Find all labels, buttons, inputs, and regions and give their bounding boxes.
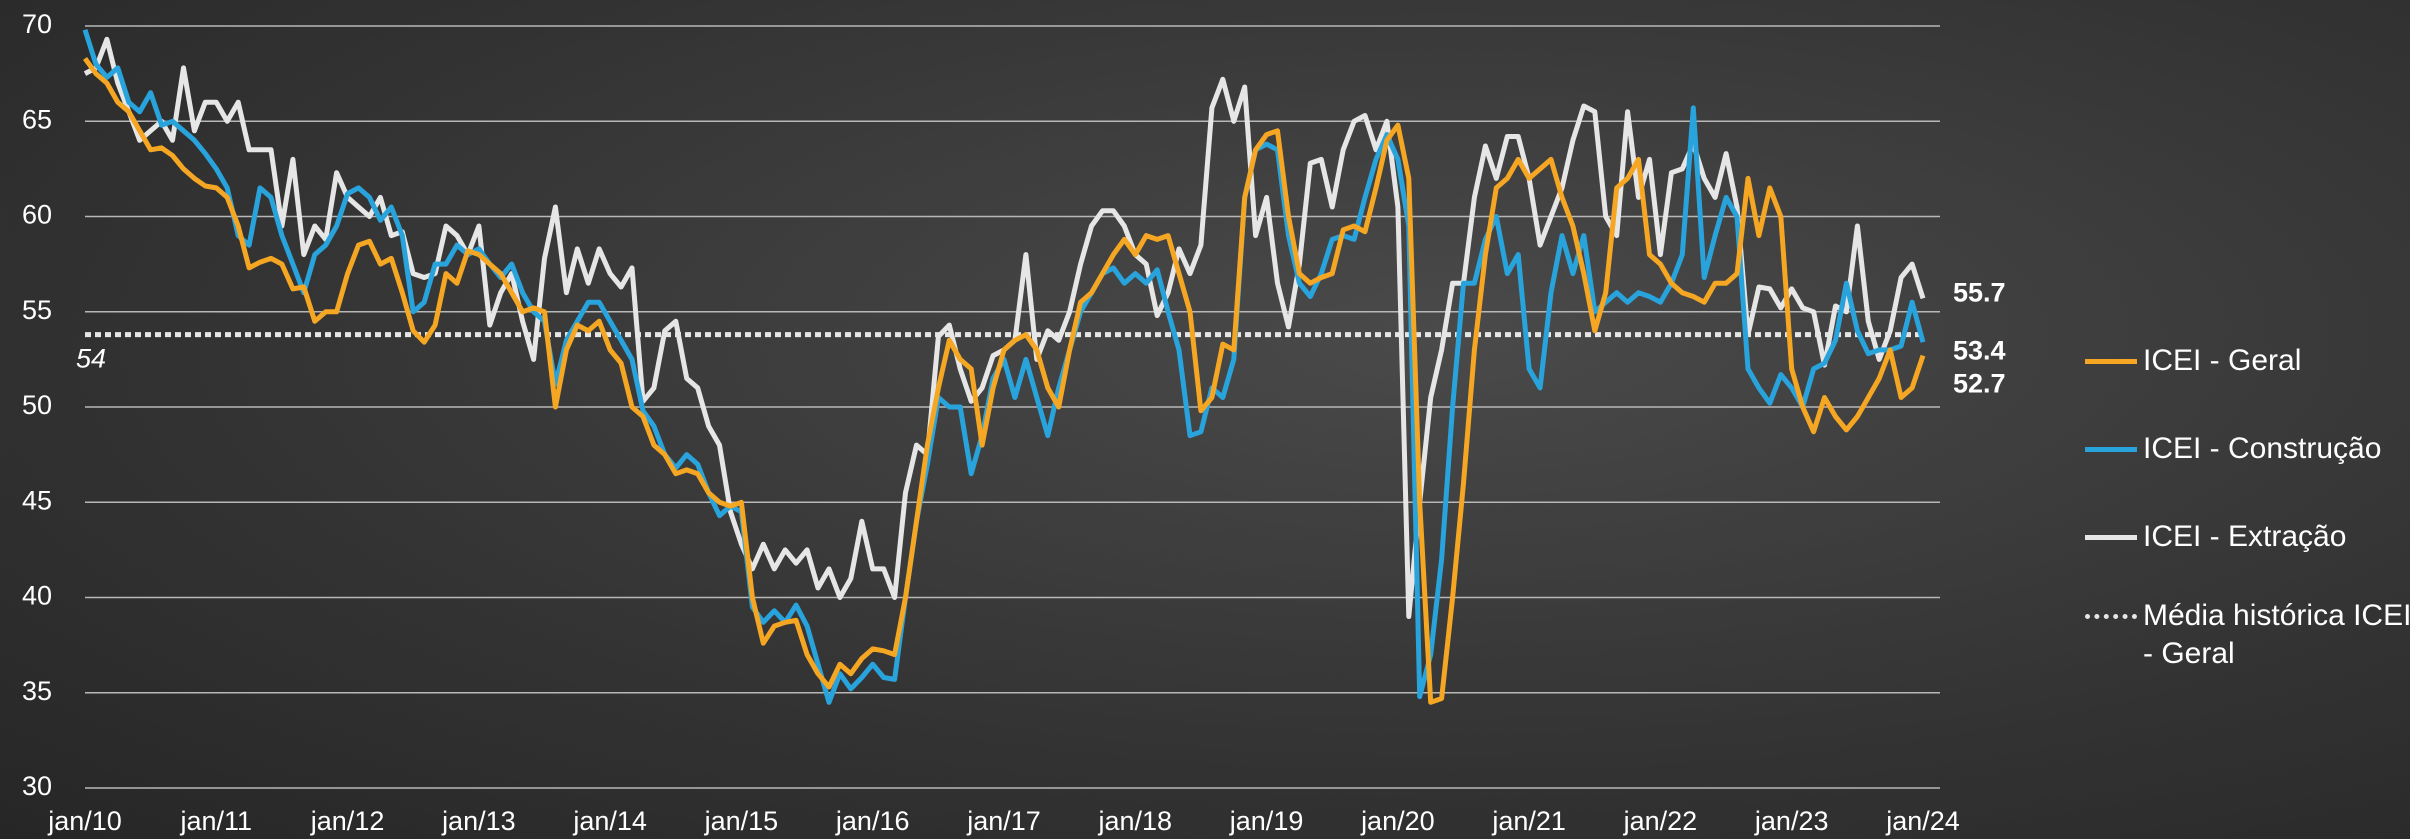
x-tick-label: jan/24 (1885, 806, 1960, 836)
x-tick-label: jan/13 (441, 806, 516, 836)
legend-label: ICEI - Geral (2143, 342, 2410, 380)
x-tick-label: jan/20 (1360, 806, 1435, 836)
y-tick-label: 65 (22, 104, 52, 134)
y-tick-label: 55 (22, 295, 52, 325)
x-tick-label: jan/14 (572, 806, 647, 836)
x-tick-label: jan/17 (966, 806, 1041, 836)
legend-swatch (2085, 614, 2137, 619)
x-tick-label: jan/16 (835, 806, 910, 836)
legend-item: ICEI - Extração (2085, 518, 2410, 556)
y-tick-label: 45 (22, 485, 52, 515)
end-label: 55.7 (1953, 278, 2006, 308)
series-line (85, 30, 1923, 703)
y-tick-label: 30 (22, 771, 52, 801)
legend-item: ICEI - Construção (2085, 430, 2410, 468)
x-tick-label: jan/18 (1097, 806, 1172, 836)
y-tick-label: 60 (22, 200, 52, 230)
page: 30 35 40 45 50 55 60 65 70 jan/10 jan/11 jan/12 jan/… (0, 0, 2410, 839)
series-line (85, 58, 1923, 702)
legend-item: Média histórica ICEI - Geral (2085, 597, 2410, 673)
chart: 30 35 40 45 50 55 60 65 70 jan/10 jan/11 jan/12 jan/… (0, 0, 2410, 839)
y-tick-label: 50 (22, 390, 52, 420)
legend-item: ICEI - Geral (2085, 342, 2410, 380)
legend-label: Média histórica ICEI - Geral (2143, 597, 2410, 673)
x-tick-label: jan/12 (310, 806, 385, 836)
end-label: 52.7 (1953, 369, 2006, 399)
y-tick-label: 40 (22, 581, 52, 611)
x-tick-label: jan/19 (1229, 806, 1304, 836)
x-tick-label: jan/15 (704, 806, 779, 836)
x-tick-label: jan/11 (180, 806, 253, 836)
series-line (85, 39, 1923, 616)
reference-label: 54 (76, 344, 106, 374)
legend-swatch (2085, 535, 2137, 540)
y-tick-label: 35 (22, 676, 52, 706)
x-tick-label: jan/22 (1623, 806, 1698, 836)
x-tick-label: jan/23 (1754, 806, 1829, 836)
x-tick-label: jan/21 (1491, 806, 1566, 836)
legend-label: ICEI - Construção (2143, 430, 2410, 468)
legend-swatch (2085, 447, 2137, 452)
legend-swatch (2085, 359, 2137, 364)
y-tick-label: 70 (22, 9, 52, 39)
end-label: 53.4 (1953, 335, 2006, 365)
x-tick-label: jan/10 (47, 806, 122, 836)
legend-label: ICEI - Extração (2143, 518, 2410, 556)
